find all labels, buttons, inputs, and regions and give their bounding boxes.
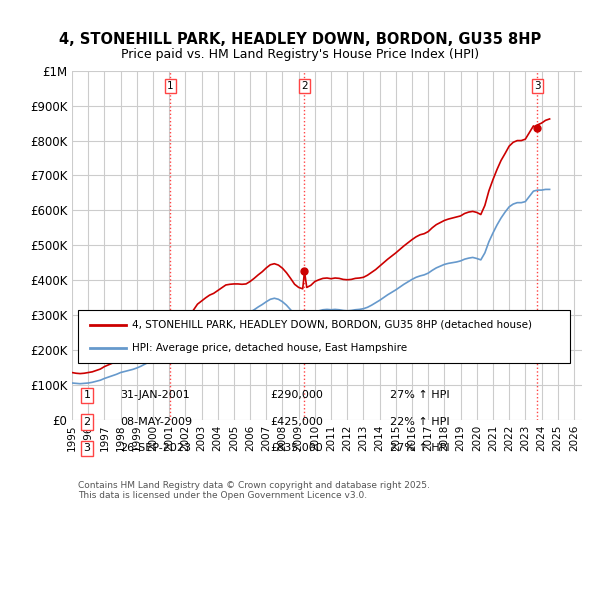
Text: £425,000: £425,000 bbox=[270, 417, 323, 427]
Text: 26-SEP-2023: 26-SEP-2023 bbox=[120, 444, 191, 453]
Text: HPI: Average price, detached house, East Hampshire: HPI: Average price, detached house, East… bbox=[132, 343, 407, 353]
Text: 2: 2 bbox=[83, 417, 91, 427]
Text: 1: 1 bbox=[83, 391, 91, 400]
Text: 4, STONEHILL PARK, HEADLEY DOWN, BORDON, GU35 8HP (detached house): 4, STONEHILL PARK, HEADLEY DOWN, BORDON,… bbox=[132, 320, 532, 330]
Text: 22% ↑ HPI: 22% ↑ HPI bbox=[390, 417, 449, 427]
Text: 3: 3 bbox=[83, 444, 91, 453]
Text: 4, STONEHILL PARK, HEADLEY DOWN, BORDON, GU35 8HP: 4, STONEHILL PARK, HEADLEY DOWN, BORDON,… bbox=[59, 32, 541, 47]
Text: Price paid vs. HM Land Registry's House Price Index (HPI): Price paid vs. HM Land Registry's House … bbox=[121, 48, 479, 61]
Text: £290,000: £290,000 bbox=[270, 391, 323, 400]
Text: 1: 1 bbox=[167, 81, 174, 91]
Text: 2: 2 bbox=[301, 81, 308, 91]
Text: 3: 3 bbox=[534, 81, 541, 91]
Text: 08-MAY-2009: 08-MAY-2009 bbox=[120, 417, 192, 427]
Text: 27% ↑ HPI: 27% ↑ HPI bbox=[390, 391, 449, 400]
Text: £835,000: £835,000 bbox=[270, 444, 323, 453]
Text: Contains HM Land Registry data © Crown copyright and database right 2025.
This d: Contains HM Land Registry data © Crown c… bbox=[78, 481, 430, 500]
Text: 27% ↑ HPI: 27% ↑ HPI bbox=[390, 444, 449, 453]
Text: 31-JAN-2001: 31-JAN-2001 bbox=[120, 391, 190, 400]
